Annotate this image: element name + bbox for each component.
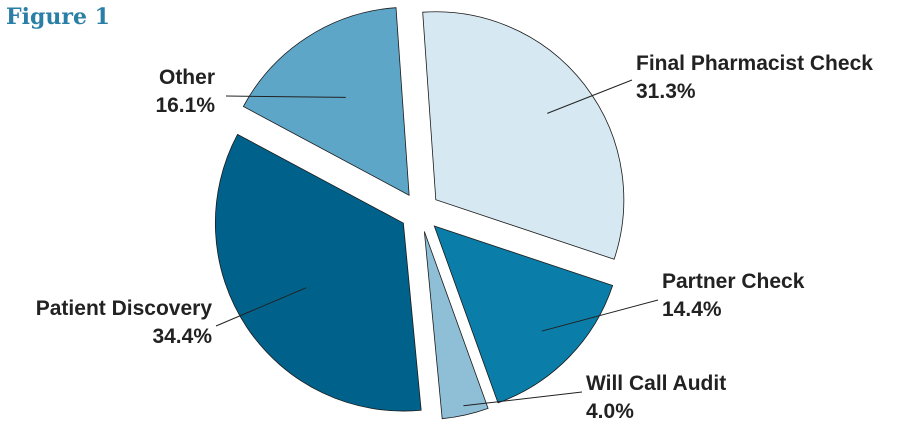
leader-line-other — [225, 95, 346, 98]
leader-line-patient-discovery — [215, 287, 307, 327]
leader-line-partner-check — [541, 299, 659, 332]
slice-label-patient-discovery: Patient Discovery — [36, 297, 213, 320]
slice-value-partner-check: 14.4% — [662, 298, 722, 321]
slice-value-other: 16.1% — [155, 94, 215, 117]
leader-line-final-pharmacist-check — [547, 79, 633, 114]
slice-label-partner-check: Partner Check — [662, 270, 805, 293]
pie-slice-final-pharmacist-check — [422, 11, 625, 260]
slice-label-will-call-audit: Will Call Audit — [586, 372, 726, 395]
figure-title: Figure 1 — [6, 4, 110, 30]
pie-slice-partner-check — [433, 225, 614, 404]
leader-line-will-call-audit — [463, 391, 583, 407]
pie-slice-will-call-audit — [423, 231, 489, 420]
slice-label-final-pharmacist-check: Final Pharmacist Check — [636, 52, 873, 75]
slice-value-will-call-audit: 4.0% — [586, 400, 634, 421]
slice-value-final-pharmacist-check: 31.3% — [636, 80, 696, 103]
slice-label-other: Other — [159, 66, 215, 89]
pie-slice-other — [242, 7, 410, 196]
pie-leader-lines — [215, 79, 659, 407]
pie-labels: Final Pharmacist Check 31.3% Partner Check… — [36, 52, 873, 421]
slice-value-patient-discovery: 34.4% — [152, 325, 212, 348]
pie-slices — [214, 7, 625, 420]
pie-slice-patient-discovery — [214, 133, 422, 412]
